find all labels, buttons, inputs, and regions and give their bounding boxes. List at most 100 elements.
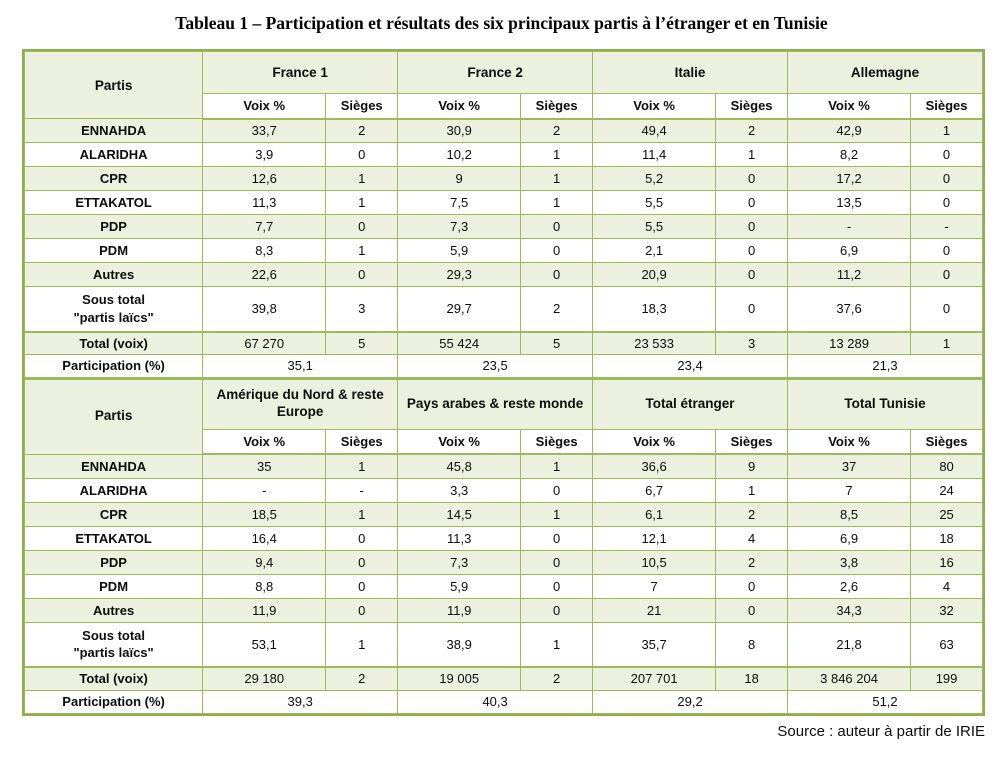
cell: 2 [520, 666, 594, 691]
subtotal-label: Sous total "partis laïcs" [23, 286, 204, 332]
cell: 0 [520, 525, 594, 551]
table-row: CPR 12,6 1 9 1 5,2 0 17,2 0 [23, 166, 983, 191]
party-label: Autres [23, 262, 204, 287]
cell: 3 846 204 [786, 666, 912, 691]
cell: 0 [325, 573, 399, 599]
cell: 6,9 [786, 238, 912, 263]
page-title: Tableau 1 – Participation et résultats d… [175, 13, 828, 33]
source-note: Source : auteur à partir de IRIE [777, 722, 985, 740]
cell: 11,3 [397, 525, 522, 551]
cell: 7,7 [202, 214, 327, 239]
cell: 2 [325, 118, 399, 143]
partis-header: Partis [23, 51, 204, 119]
cell: 2 [325, 666, 399, 691]
cell: 4 [910, 573, 983, 599]
cell: 33,7 [202, 118, 327, 143]
cell: 12,6 [202, 166, 327, 191]
group-header-row: Partis France 1 France 2 Italie Allemagn… [23, 51, 983, 119]
cell: 5,2 [592, 166, 717, 191]
cell: 1 [520, 453, 594, 479]
cell: 32 [910, 597, 983, 623]
cell: 1 [325, 238, 399, 263]
cell: 0 [715, 262, 788, 287]
cell: 23,4 [592, 354, 788, 379]
cell: 7,3 [397, 549, 522, 575]
table-row: ENNAHDA 35 1 45,8 1 36,6 9 37 80 [23, 453, 983, 479]
cell: 14,5 [397, 501, 522, 527]
subtotal-row: Sous total "partis laïcs" 53,1 1 38,9 1 35,7… [23, 621, 983, 668]
cell: 0 [715, 166, 788, 191]
cell: 1 [520, 621, 594, 668]
cell: 1 [910, 118, 983, 143]
voix-header: Voix % [202, 93, 327, 120]
cell: 29 180 [202, 666, 327, 691]
cell: 55 424 [397, 330, 522, 355]
cell: 1 [520, 501, 594, 527]
cell: 7 [592, 573, 717, 599]
cell: 35,7 [592, 621, 717, 668]
cell: 18,5 [202, 501, 327, 527]
cell: 5 [520, 330, 594, 355]
table-row: ALARIDHA - -3,3 0 6,7 1 7 24 [23, 477, 983, 503]
cell: 9 [715, 453, 788, 479]
cell: 8,5 [786, 501, 912, 527]
sub-header-row: Voix % Sièges Voix % Sièges Voix % Sièges V… [25, 428, 983, 455]
sieges-header: Sièges [715, 93, 788, 120]
cell: 1 [715, 142, 788, 167]
total-label: Total (voix) [23, 666, 204, 691]
cell: 0 [325, 142, 399, 167]
group-header: Amérique du Nord & reste Europe [202, 378, 399, 430]
group-header: Pays arabes & reste monde [397, 378, 594, 430]
cell: 0 [325, 597, 399, 623]
cell: 22,6 [202, 262, 327, 287]
total-row: Total (voix) 29 180 2 19 005 2 207 701 18 3 84… [23, 666, 983, 691]
cell: 0 [520, 549, 594, 575]
cell: - [325, 477, 399, 503]
sieges-header: Sièges [910, 428, 983, 455]
cell: 3 [325, 286, 399, 332]
cell: 0 [715, 190, 788, 215]
party-label: ETTAKATOL [23, 525, 204, 551]
cell: 0 [910, 166, 983, 191]
participation-row: Participation (%) 39,3 40,3 29,2 51,2 [23, 689, 983, 714]
table-row: ETTAKATOL 11,3 1 7,5 1 5,5 0 13,5 0 [23, 190, 983, 215]
cell: 16,4 [202, 525, 327, 551]
results-table-totals: Partis Amérique du Nord & reste Europe P… [23, 378, 983, 714]
cell: 6,9 [786, 525, 912, 551]
group-header: Total Tunisie [787, 378, 983, 430]
party-label: ETTAKATOL [23, 190, 204, 215]
party-label: CPR [23, 501, 204, 527]
party-label: ALARIDHA [23, 477, 204, 503]
cell: 1 [325, 190, 399, 215]
cell: 12,1 [592, 525, 717, 551]
group-header: Total étranger [592, 378, 788, 430]
cell: 2 [520, 118, 594, 143]
cell: 207 701 [592, 666, 717, 691]
cell: 2,1 [592, 238, 717, 263]
cell: 0 [715, 238, 788, 263]
cell: 7,3 [397, 214, 522, 239]
cell: 0 [910, 142, 983, 167]
cell: - [202, 477, 327, 503]
cell: 1 [325, 501, 399, 527]
cell: 38,9 [397, 621, 522, 668]
cell: 34,3 [786, 597, 912, 623]
table-row: ALARIDHA 3,9 0 10,2 1 11,4 1 8,2 0 [23, 142, 983, 167]
cell: 0 [520, 262, 594, 287]
cell: 80 [910, 453, 983, 479]
cell: 40,3 [397, 689, 594, 714]
sub-header-row: Voix % Sièges Voix % Sièges Voix % Sièges V… [25, 93, 983, 120]
cell: 2 [715, 118, 788, 143]
sieges-header: Sièges [910, 93, 983, 120]
cell: 8,2 [786, 142, 912, 167]
cell: 17,2 [786, 166, 912, 191]
cell: 35 [202, 453, 327, 479]
cell: 42,9 [786, 118, 912, 143]
cell: 67 270 [202, 330, 327, 355]
cell: 0 [325, 549, 399, 575]
cell: 11,9 [202, 597, 327, 623]
voix-header: Voix % [397, 93, 522, 120]
cell: 5,5 [592, 190, 717, 215]
cell: 1 [910, 330, 983, 355]
cell: 5,9 [397, 573, 522, 599]
